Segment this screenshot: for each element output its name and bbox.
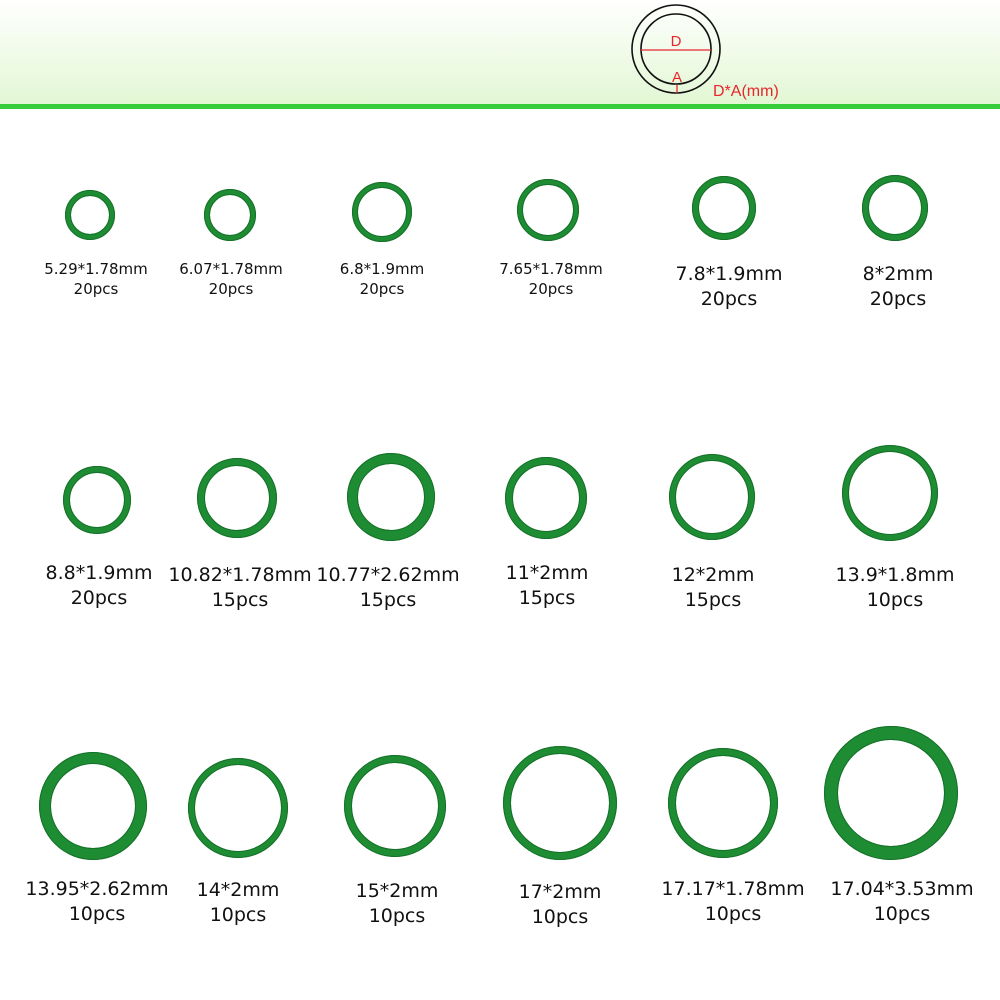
oring-size: 6.07*1.78mm	[179, 260, 283, 278]
oring-image	[505, 457, 587, 539]
oring-quantity: 15pcs	[359, 588, 417, 611]
legend-formula: D*A(mm)	[713, 83, 779, 100]
oring-quantity: 20pcs	[869, 287, 927, 310]
oring-size: 13.95*2.62mm	[25, 878, 169, 900]
legend-a-label: A	[672, 69, 682, 86]
oring-size: 5.29*1.78mm	[44, 260, 148, 278]
oring-quantity: 20pcs	[70, 586, 128, 609]
oring-image	[668, 748, 778, 858]
oring-label: 15*2mm 10pcs	[356, 879, 439, 928]
oring-quantity: 20pcs	[528, 279, 574, 298]
oring-quantity: 10pcs	[866, 588, 924, 611]
legend-inner-circle	[640, 13, 712, 85]
oring-label: 11*2mm 15pcs	[506, 561, 589, 610]
oring-label: 7.8*1.9mm 20pcs	[676, 262, 783, 311]
oring-label: 10.82*1.78mm 15pcs	[168, 563, 311, 612]
oring-size: 17.17*1.78mm	[661, 878, 805, 900]
oring-size: 10.77*2.62mm	[316, 564, 460, 586]
legend-d-label: D	[671, 33, 682, 50]
oring-image	[669, 454, 755, 540]
header-divider	[0, 104, 1000, 109]
oring-image	[503, 746, 617, 860]
oring-image	[204, 189, 256, 241]
oring-label: 17*2mm 10pcs	[519, 880, 602, 929]
oring-image	[862, 175, 928, 241]
oring-size: 17.04*3.53mm	[830, 878, 974, 900]
oring-quantity: 10pcs	[531, 905, 589, 928]
oring-quantity: 10pcs	[209, 903, 267, 926]
oring-image	[188, 758, 288, 858]
oring-quantity: 10pcs	[368, 904, 426, 927]
oring-size: 10.82*1.78mm	[168, 564, 312, 586]
oring-image	[824, 726, 958, 860]
oring-label: 8.8*1.9mm 20pcs	[46, 561, 153, 610]
oring-size: 8.8*1.9mm	[45, 562, 153, 584]
oring-size: 12*2mm	[671, 564, 755, 586]
legend-outer-circle	[631, 4, 721, 94]
oring-label: 12*2mm 15pcs	[672, 563, 755, 612]
oring-quantity: 10pcs	[704, 902, 762, 925]
oring-size: 7.8*1.9mm	[675, 263, 783, 285]
oring-label: 17.04*3.53mm 10pcs	[830, 877, 973, 926]
oring-image	[517, 179, 579, 241]
oring-quantity: 10pcs	[873, 902, 931, 925]
oring-quantity: 10pcs	[68, 902, 126, 925]
oring-image	[63, 466, 131, 534]
oring-image	[39, 752, 147, 860]
oring-label: 10.77*2.62mm 15pcs	[316, 563, 459, 612]
oring-image	[347, 453, 435, 541]
oring-image	[65, 190, 115, 240]
oring-image	[842, 445, 938, 541]
oring-quantity: 15pcs	[211, 588, 269, 611]
oring-size: 17*2mm	[518, 881, 602, 903]
oring-image	[352, 182, 412, 242]
oring-size: 14*2mm	[196, 879, 280, 901]
oring-label: 17.17*1.78mm 10pcs	[661, 877, 804, 926]
oring-quantity: 20pcs	[73, 279, 119, 298]
oring-size: 13.9*1.8mm	[835, 564, 955, 586]
oring-label: 13.9*1.8mm 10pcs	[835, 563, 954, 612]
oring-label: 7.65*1.78mm 20pcs	[499, 260, 603, 299]
oring-label: 6.8*1.9mm 20pcs	[340, 260, 424, 299]
oring-quantity: 20pcs	[208, 279, 254, 298]
oring-image	[344, 755, 446, 857]
oring-label: 8*2mm 20pcs	[863, 262, 934, 311]
oring-size: 6.8*1.9mm	[339, 260, 425, 278]
oring-quantity: 20pcs	[700, 287, 758, 310]
oring-size: 7.65*1.78mm	[499, 260, 603, 278]
oring-quantity: 15pcs	[684, 588, 742, 611]
oring-label: 13.95*2.62mm 10pcs	[25, 877, 168, 926]
oring-label: 5.29*1.78mm 20pcs	[44, 260, 148, 299]
oring-label: 6.07*1.78mm 20pcs	[179, 260, 283, 299]
oring-image	[692, 176, 756, 240]
oring-image	[197, 458, 277, 538]
oring-size: 15*2mm	[355, 880, 439, 902]
dimension-legend-diagram: D A D*A(mm)	[631, 4, 779, 100]
oring-size: 8*2mm	[862, 263, 934, 285]
header-banner	[0, 0, 1000, 104]
oring-quantity: 15pcs	[518, 586, 576, 609]
oring-label: 14*2mm 10pcs	[197, 878, 280, 927]
oring-quantity: 20pcs	[359, 279, 405, 298]
oring-size: 11*2mm	[505, 562, 589, 584]
